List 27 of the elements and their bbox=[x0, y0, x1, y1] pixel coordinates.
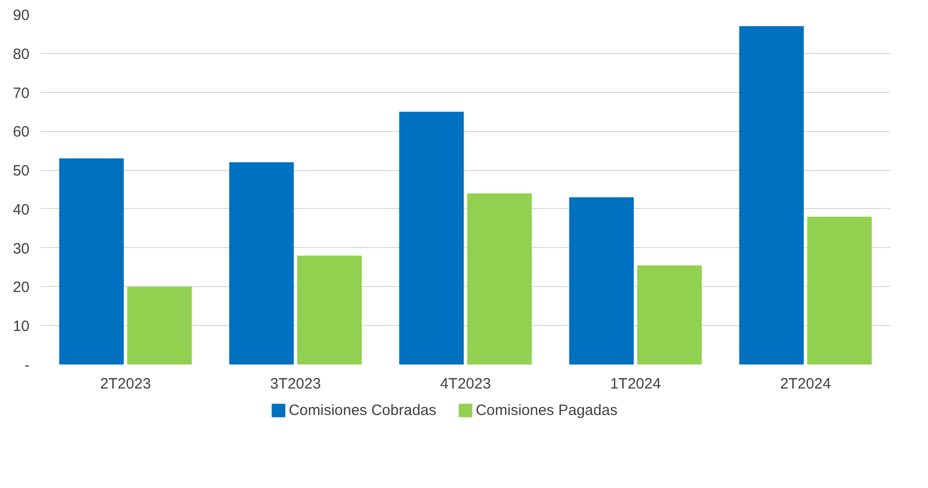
bar bbox=[467, 193, 532, 364]
bar bbox=[297, 256, 362, 364]
y-tick-label: 50 bbox=[12, 162, 30, 180]
legend-label: Comisiones Cobradas bbox=[288, 402, 436, 419]
x-tick-label: 2T2024 bbox=[780, 376, 831, 392]
bar bbox=[399, 112, 464, 364]
y-tick-label: 70 bbox=[12, 84, 30, 102]
bar bbox=[807, 216, 872, 364]
y-tick-label: 20 bbox=[12, 279, 30, 296]
bar bbox=[637, 265, 702, 364]
x-tick-label: 3T2023 bbox=[270, 376, 321, 392]
y-tick-label: 80 bbox=[12, 46, 30, 63]
y-tick-label: 60 bbox=[12, 124, 30, 141]
x-tick-label: 2T2023 bbox=[100, 376, 151, 392]
bar bbox=[739, 26, 804, 364]
y-tick-label: 30 bbox=[12, 240, 30, 258]
x-tick-label: 4T2023 bbox=[440, 376, 491, 392]
bar bbox=[59, 158, 124, 364]
legend-label: Comisiones Pagadas bbox=[476, 402, 618, 419]
bar bbox=[569, 197, 634, 364]
y-tick-label: 90 bbox=[12, 7, 30, 24]
y-tick-label: 10 bbox=[12, 318, 30, 336]
bar bbox=[127, 286, 192, 364]
x-tick-label: 1T2024 bbox=[610, 376, 661, 392]
y-tick-label: - bbox=[24, 357, 30, 374]
bar bbox=[229, 162, 294, 364]
y-tick-label: 40 bbox=[12, 201, 30, 218]
